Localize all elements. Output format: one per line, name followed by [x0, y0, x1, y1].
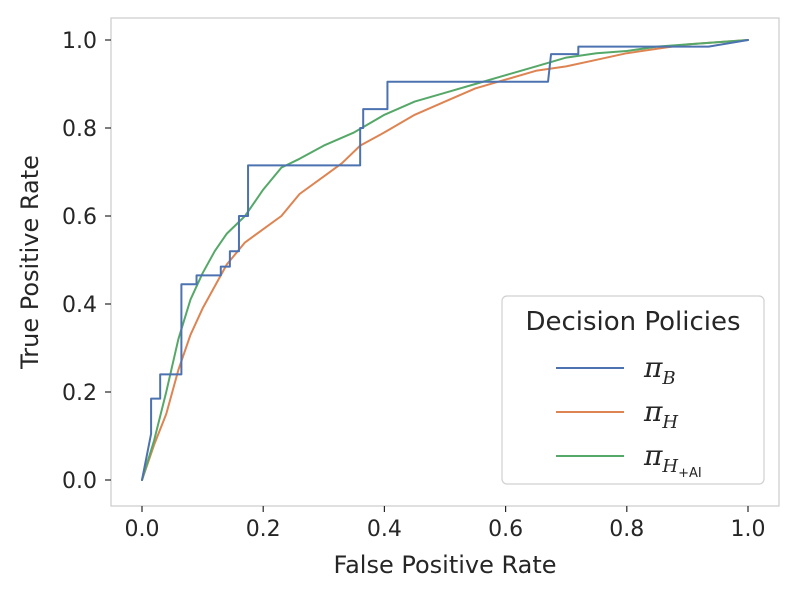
y-axis-label: True Positive Rate [16, 155, 44, 370]
legend-box [501, 295, 765, 485]
y-tick-label: 0.2 [62, 381, 97, 406]
legend-label: πB [643, 351, 676, 389]
x-tick-label: 0.2 [246, 517, 281, 542]
x-tick-label: 1.0 [731, 517, 766, 542]
y-tick-label: 0.0 [62, 469, 97, 494]
series-layer [141, 39, 749, 481]
legend: Decision Policies πB πH πH+AI [501, 295, 765, 485]
x-tick-label: 0.8 [609, 517, 644, 542]
y-tick-label: 0.6 [62, 205, 97, 230]
x-tick-label: 0.4 [367, 517, 402, 542]
y-tick-label: 0.4 [62, 293, 97, 318]
y-tick-label: 1.0 [62, 29, 97, 54]
legend-title: Decision Policies [525, 307, 740, 337]
y-tick-label: 0.8 [62, 117, 97, 142]
legend-label: πH+AI [643, 439, 702, 481]
x-axis-label: False Positive Rate [333, 551, 556, 579]
series-line-pi-b [141, 39, 749, 481]
x-axis-ticks: 0.0 0.2 0.4 0.6 0.8 1.0 [125, 506, 766, 542]
legend-label: πH [643, 395, 678, 433]
legend-entries: πB πH πH+AI [556, 351, 702, 481]
series-line-pi-h [141, 39, 749, 481]
x-tick-label: 0.0 [125, 517, 160, 542]
x-tick-label: 0.6 [488, 517, 523, 542]
y-axis-ticks: 0.0 0.2 0.4 0.6 0.8 1.0 [62, 29, 111, 494]
series-line-pi-h-ai [141, 39, 749, 481]
